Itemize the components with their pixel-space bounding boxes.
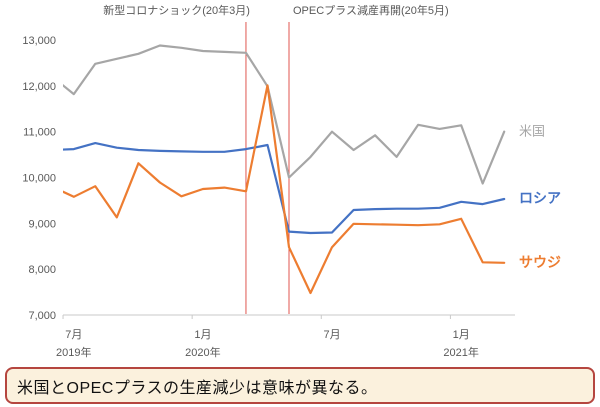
series-line [63,44,506,185]
series-label: ロシア [519,190,561,206]
y-axis-label: 12,000 [22,81,56,93]
y-axis-label: 10,000 [22,173,56,185]
series-line [63,142,506,235]
y-axis-label: 9,000 [28,218,56,230]
x-axis-year-label: 2020年 [185,345,220,359]
x-axis-month-label: 1月 [453,329,470,341]
series-label: サウジ [519,254,561,270]
y-axis-label: 8,000 [28,264,56,276]
x-axis-year-label: 2021年 [443,345,478,359]
event-annotation: 新型コロナショック(20年3月) [103,3,250,17]
caption-box: 米国とOPECプラスの生産減少は意味が異なる。 [5,367,595,404]
y-axis-label: 7,000 [28,310,56,322]
x-axis-year-label: 2019年 [56,345,91,359]
series-label: 米国 [519,124,545,139]
production-line-chart: 7,000 8,000 9,000 10,000 11,000 12,000 13,000 7… [22,3,561,359]
x-axis-month-label: 1月 [194,329,211,341]
x-axis-month-label: 7月 [65,329,82,341]
y-axis-label: 11,000 [23,127,56,139]
x-axis-month-label: 7月 [323,329,340,341]
y-axis-label: 13,000 [22,35,56,47]
series-line [63,84,506,295]
caption-text: 米国とOPECプラスの生産減少は意味が異なる。 [17,379,378,397]
event-annotation: OPECプラス減産再開(20年5月) [293,3,449,17]
